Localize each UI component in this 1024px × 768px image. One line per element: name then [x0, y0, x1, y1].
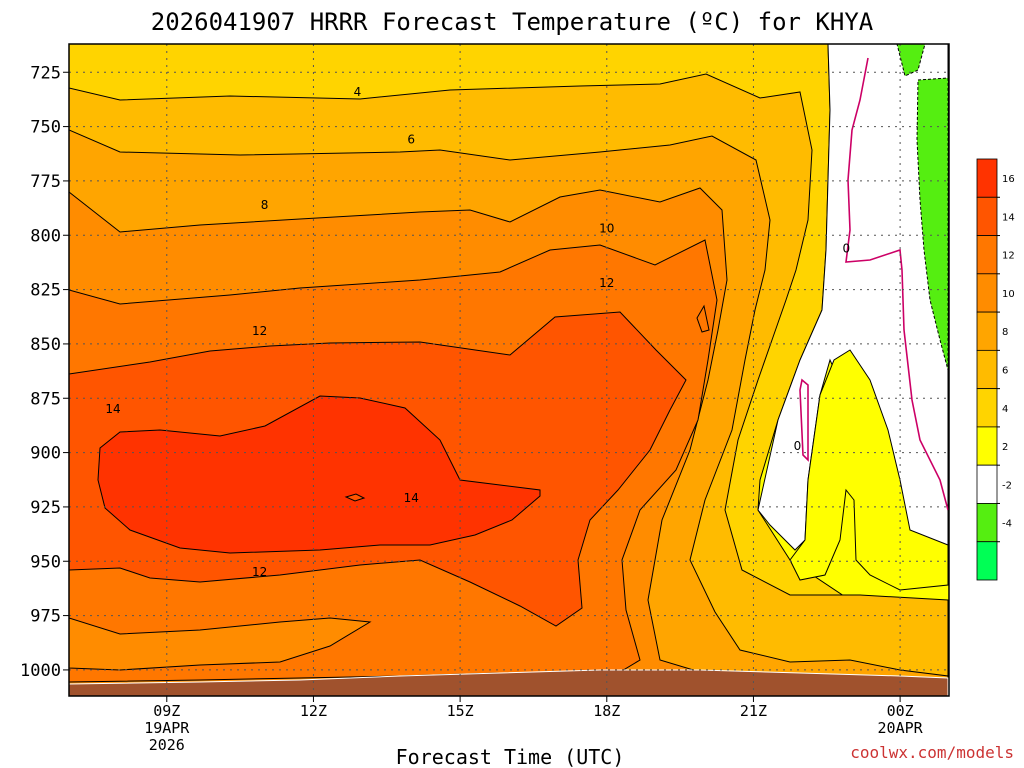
colorbar-swatch: [976, 196, 998, 236]
colorbar-label: 12: [1002, 251, 1015, 262]
band-2-to-4-tongue: [789, 349, 949, 591]
contour-label: 12: [252, 324, 267, 338]
band-16-plus-spot: [344, 493, 366, 502]
contour-label: 4: [354, 85, 362, 99]
y-tick-label: 775: [30, 172, 61, 192]
contour-label: 6: [407, 133, 415, 147]
y-tick-label: 975: [30, 607, 61, 627]
y-tick-label: 725: [30, 63, 61, 83]
x-tick-year-label: 2026: [149, 736, 185, 754]
x-tick-label: 15Z: [447, 702, 474, 720]
x-tick-label: 12Z: [300, 702, 327, 720]
contour-label: 8: [261, 198, 269, 212]
chart-title: 2026041907 HRRR Forecast Temperature (ºC…: [151, 8, 874, 36]
colorbar-label: -2: [1002, 480, 1012, 491]
x-tick-date-label: 20APR: [878, 719, 924, 737]
band-12-to-14-spot: [696, 304, 710, 333]
colorbar-label: 16: [1002, 174, 1015, 185]
contour-label: 14: [404, 491, 419, 505]
colorbar-label: 8: [1002, 327, 1008, 338]
colorbar-label: 2: [1002, 442, 1008, 453]
contour-label: 12: [599, 276, 614, 290]
x-tick-label: 00Z: [887, 702, 914, 720]
contour-label: 12: [252, 565, 267, 579]
band-16-plus: [97, 395, 541, 554]
zero-contour-loop: [799, 378, 809, 462]
contour-labels: 4 6 8 10 12 12 14 14 12 0 0: [105, 85, 850, 579]
y-tick-label: 900: [30, 444, 61, 464]
band-minus4-to-minus2: [916, 77, 949, 371]
x-tick-label: 09Z: [153, 702, 180, 720]
x-tick-label: 21Z: [740, 702, 767, 720]
y-tick-label: 950: [30, 552, 61, 572]
y-tick-label: 850: [30, 335, 61, 355]
colorbar-swatch: [976, 464, 998, 504]
x-tick-date-label: 19APR: [144, 719, 190, 737]
temperature-field: [69, 44, 949, 696]
contour-label: 14: [105, 402, 120, 416]
colorbar-swatch: [976, 541, 998, 581]
colorbar-swatch: [976, 426, 998, 466]
colorbar-swatch: [976, 311, 998, 351]
colorbar-swatch: [976, 503, 998, 543]
y-tick-label: 750: [30, 118, 61, 138]
y-tick-label: 875: [30, 389, 61, 409]
colorbar-swatch: [976, 158, 998, 198]
colorbar-label: 6: [1002, 366, 1008, 377]
y-tick-label: 1000: [20, 661, 61, 681]
x-axis-label: Forecast Time (UTC): [396, 745, 625, 768]
contour-label: 0: [843, 241, 851, 255]
contour-label: 10: [599, 222, 614, 236]
contour-label: 0: [794, 439, 802, 453]
plot-frame: [68, 43, 950, 697]
credit-text: coolwx.com/models: [850, 743, 1014, 762]
colorbar: 16 14 12 10 8 6 4 2 -2 -4: [976, 158, 1015, 581]
y-tick-label: 825: [30, 281, 61, 301]
y-axis: 725 750 775 800 825 850 875 900 925 950 975 1000: [20, 63, 69, 681]
colorbar-swatch: [976, 235, 998, 275]
band-minus4-to-minus2-top: [896, 44, 926, 77]
zero-contour-line: [845, 57, 949, 511]
colorbar-swatch: [976, 388, 998, 428]
y-tick-label: 925: [30, 498, 61, 518]
colorbar-swatch: [976, 349, 998, 390]
colorbar-label: 10: [1002, 289, 1015, 300]
colorbar-label: -4: [1002, 519, 1012, 530]
x-tick-label: 18Z: [593, 702, 620, 720]
y-tick-label: 800: [30, 226, 61, 246]
colorbar-label: 14: [1002, 212, 1015, 223]
colorbar-swatch: [976, 273, 998, 313]
colorbar-label: 4: [1002, 404, 1008, 415]
